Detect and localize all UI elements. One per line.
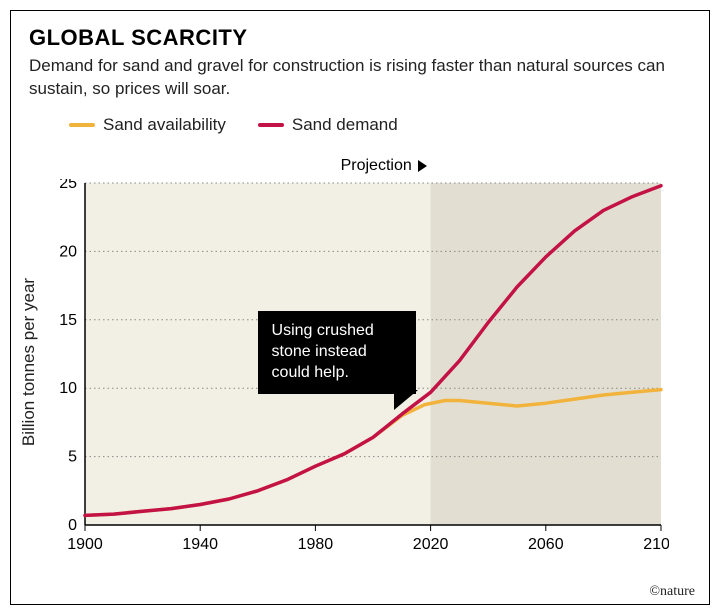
chart-title: GLOBAL SCARCITY: [29, 25, 691, 51]
chart-subtitle: Demand for sand and gravel for construct…: [29, 55, 691, 101]
legend-item-availability: Sand availability: [69, 115, 226, 135]
callout-annotation: Using crushed stone instead could help.: [258, 311, 416, 393]
svg-text:20: 20: [59, 243, 77, 260]
svg-text:25: 25: [59, 179, 77, 192]
svg-text:2020: 2020: [413, 536, 449, 553]
svg-text:2100: 2100: [643, 536, 669, 553]
legend-item-demand: Sand demand: [258, 115, 398, 135]
svg-text:0: 0: [68, 517, 77, 534]
svg-text:1940: 1940: [182, 536, 218, 553]
svg-text:5: 5: [68, 449, 77, 466]
legend-swatch-demand: [258, 123, 284, 127]
projection-arrow-icon: [418, 160, 427, 172]
legend-label-demand: Sand demand: [292, 115, 398, 135]
legend-swatch-availability: [69, 123, 95, 127]
callout-tail-icon: [394, 390, 418, 410]
svg-text:1900: 1900: [67, 536, 103, 553]
svg-text:2060: 2060: [528, 536, 564, 553]
projection-label: Projection: [341, 157, 427, 175]
legend-label-availability: Sand availability: [103, 115, 226, 135]
y-axis-label: Billion tonnes per year: [19, 277, 39, 445]
source-credit: ©nature: [649, 584, 695, 600]
legend: Sand availability Sand demand: [29, 115, 691, 135]
svg-text:15: 15: [59, 312, 77, 329]
svg-text:10: 10: [59, 380, 77, 397]
svg-text:1980: 1980: [298, 536, 334, 553]
